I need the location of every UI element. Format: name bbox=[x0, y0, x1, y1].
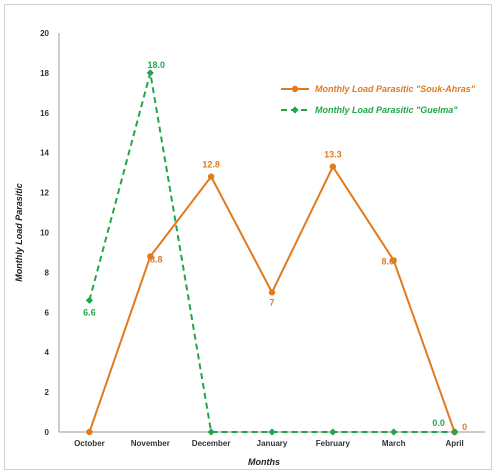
y-tick-label: 14 bbox=[40, 149, 49, 158]
legend-label-1: Monthly Load Parasitic "Souk-Ahras" bbox=[315, 84, 476, 94]
data-point bbox=[268, 428, 276, 436]
y-tick-label: 10 bbox=[40, 229, 49, 238]
chart-frame: 0 2 4 6 8 10 12 14 16 18 20 October November December… bbox=[4, 4, 492, 470]
y-tick-label: 4 bbox=[45, 348, 50, 357]
series-line-2 bbox=[88, 72, 455, 433]
legend-marker-2 bbox=[291, 106, 299, 114]
x-tick-label: January bbox=[257, 439, 288, 448]
data-point bbox=[146, 69, 154, 77]
data-label: 8.8 bbox=[150, 254, 163, 264]
data-point bbox=[85, 296, 94, 304]
data-point bbox=[147, 253, 154, 260]
y-tick-label: 12 bbox=[40, 189, 49, 198]
x-tick-label: October bbox=[74, 439, 105, 448]
y-tick-label: 18 bbox=[40, 69, 49, 78]
data-point bbox=[268, 289, 276, 296]
data-point bbox=[450, 428, 459, 436]
data-label: 0 bbox=[462, 422, 467, 432]
data-point bbox=[329, 163, 337, 170]
x-axis-title: Months bbox=[248, 457, 280, 467]
data-label: 0.0 bbox=[432, 418, 445, 428]
data-label: 7 bbox=[269, 297, 274, 307]
legend-marker-1 bbox=[291, 85, 299, 93]
legend-label-2: Monthly Load Parasitic "Guelma" bbox=[315, 105, 458, 115]
x-tick-label: December bbox=[192, 439, 231, 448]
x-tick-label: March bbox=[382, 439, 406, 448]
y-tick-label: 0 bbox=[45, 428, 50, 437]
y-tick-label: 2 bbox=[45, 388, 50, 397]
data-label: 13.3 bbox=[324, 150, 342, 160]
data-point bbox=[390, 257, 397, 264]
data-point bbox=[207, 173, 215, 180]
y-axis-title: Monthly Load Parasitic bbox=[14, 183, 24, 282]
x-tick-label: April bbox=[445, 439, 463, 448]
data-label: 8.6 bbox=[381, 256, 394, 266]
x-tick-label: November bbox=[131, 439, 170, 448]
data-point bbox=[390, 428, 398, 436]
y-tick-label: 6 bbox=[45, 308, 50, 317]
data-point bbox=[329, 428, 337, 436]
data-label: 6.6 bbox=[83, 307, 96, 317]
data-label: 18.0 bbox=[148, 60, 166, 70]
y-tick-label: 16 bbox=[40, 109, 49, 118]
x-tick-label: February bbox=[316, 439, 351, 448]
data-point bbox=[86, 428, 93, 436]
y-tick-label: 8 bbox=[45, 268, 50, 277]
data-label: 12.8 bbox=[202, 160, 220, 170]
data-point bbox=[207, 428, 215, 436]
y-tick-label: 20 bbox=[40, 29, 49, 38]
line-chart: 0 2 4 6 8 10 12 14 16 18 20 October November December… bbox=[14, 29, 485, 467]
